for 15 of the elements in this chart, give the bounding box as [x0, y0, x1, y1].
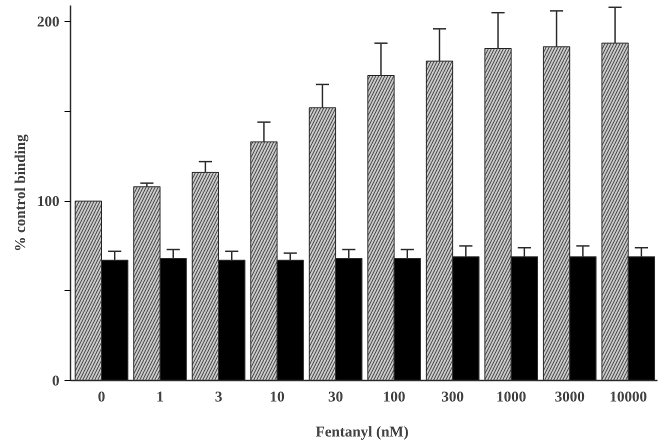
y-tick-label: 0 — [52, 374, 60, 390]
x-tick-label: 0 — [98, 390, 106, 406]
x-tick-label: 100 — [382, 390, 406, 406]
x-tick-label: 30 — [328, 390, 344, 406]
x-tick-label: 10000 — [609, 390, 647, 406]
y-tick-label: 200 — [37, 14, 60, 31]
y-tick-label: 100 — [37, 194, 60, 210]
x-tick-label: 10 — [270, 390, 285, 406]
x-tick-label: 3 — [214, 390, 222, 406]
x-axis-title: Fentanyl (nM) — [316, 424, 409, 440]
x-tick-label: 300 — [441, 390, 464, 406]
x-tick-label: 1 — [156, 390, 164, 406]
x-tick-label: 1000 — [496, 390, 526, 406]
y-axis-title: % control binding — [13, 134, 29, 252]
x-tick-label: 3000 — [554, 390, 585, 406]
